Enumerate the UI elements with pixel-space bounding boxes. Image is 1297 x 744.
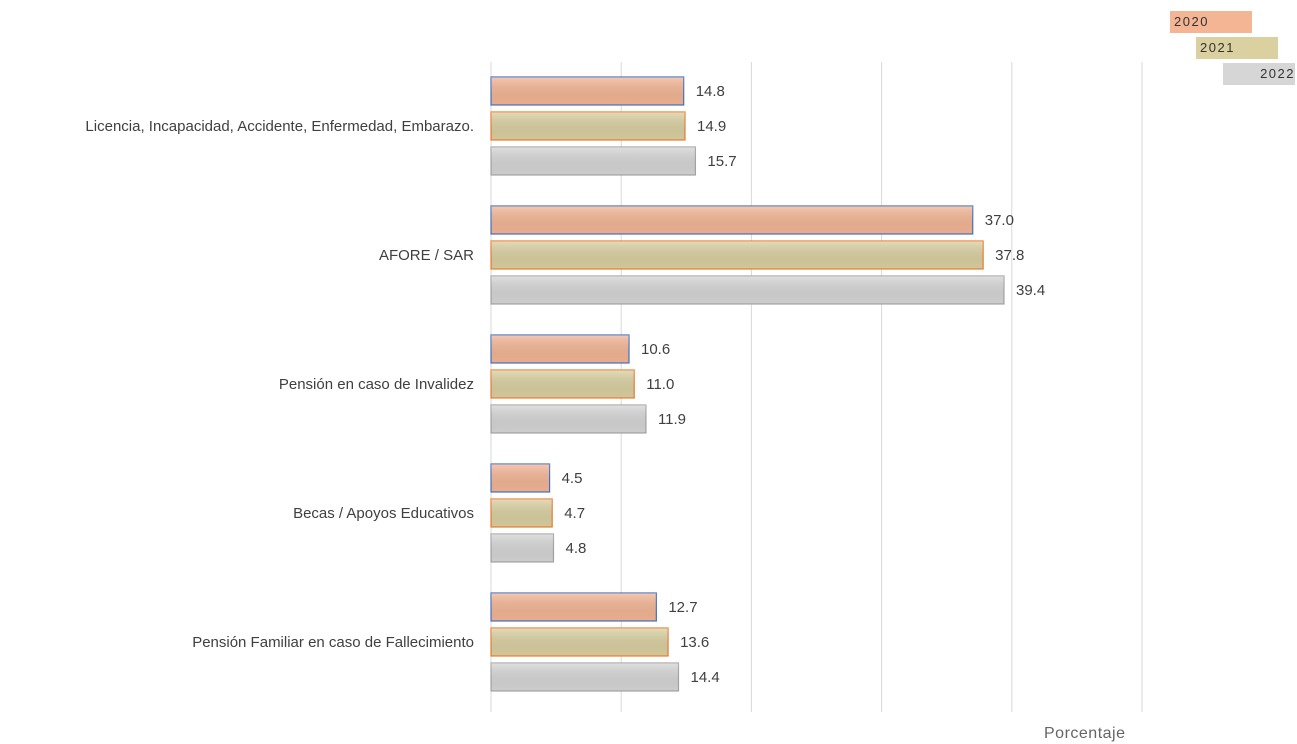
data-label: 14.8 — [696, 83, 725, 100]
legend-item-2021: 2021 — [1196, 37, 1278, 59]
bar-shade — [491, 370, 635, 398]
data-label: 13.6 — [680, 634, 709, 651]
category-label: AFORE / SAR — [379, 247, 474, 264]
bar-shade — [491, 499, 553, 527]
bar-shade — [491, 534, 554, 562]
data-label: 39.4 — [1016, 282, 1045, 299]
bar-shade — [491, 206, 973, 234]
data-label: 37.0 — [985, 212, 1014, 229]
bar-shade — [491, 77, 684, 105]
data-label: 12.7 — [668, 599, 697, 616]
x-axis-title: Porcentaje — [1044, 725, 1126, 742]
data-label: 15.7 — [707, 153, 736, 170]
bar-shade — [491, 112, 685, 140]
bar-shade — [491, 276, 1004, 304]
category-label: Pensión en caso de Invalidez — [279, 376, 474, 393]
category-label: Becas / Apoyos Educativos — [293, 505, 474, 522]
data-label: 11.0 — [646, 376, 674, 393]
data-label: 4.5 — [562, 470, 583, 487]
bar-shade — [491, 464, 550, 492]
data-label: 14.4 — [690, 669, 719, 686]
bar-shade — [491, 593, 657, 621]
category-label: Licencia, Incapacidad, Accidente, Enferm… — [85, 118, 474, 135]
data-label: 4.7 — [564, 505, 585, 522]
data-label: 37.8 — [995, 247, 1024, 264]
bar-shade — [491, 335, 630, 363]
data-label: 10.6 — [641, 341, 670, 358]
bar-shade — [491, 241, 984, 269]
data-label: 11.9 — [658, 411, 686, 428]
bar-shade — [491, 405, 646, 433]
data-label: 14.9 — [697, 118, 726, 135]
bar-shade — [491, 147, 696, 175]
bar-shade — [491, 628, 669, 656]
data-label: 4.8 — [565, 540, 586, 557]
legend-item-2020: 2020 — [1170, 11, 1252, 33]
bar-shade — [491, 663, 679, 691]
category-label: Pensión Familiar en caso de Fallecimient… — [192, 634, 474, 651]
legend-item-2022: 2022 — [1223, 63, 1295, 85]
